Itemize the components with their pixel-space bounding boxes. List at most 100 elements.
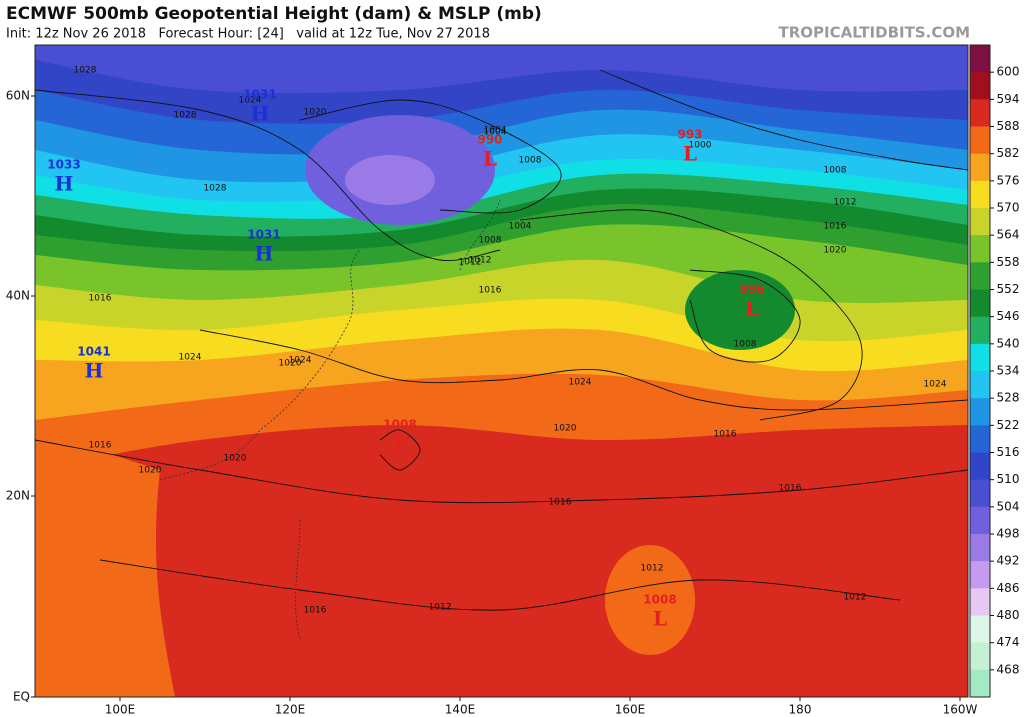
colorbar-swatch — [970, 316, 990, 345]
isobar-label: 1024 — [289, 356, 312, 366]
colorbar-label: 504 — [997, 499, 1020, 513]
center-symbol: H — [85, 359, 104, 383]
center-symbol: H — [255, 242, 274, 266]
watermark: TROPICALTIDBITS.COM — [779, 24, 971, 42]
colorbar-label: 534 — [997, 364, 1020, 378]
isobar — [35, 439, 968, 504]
colorbar-swatch — [970, 452, 990, 481]
center-symbol: L — [483, 147, 497, 171]
colorbar-label: 594 — [997, 92, 1020, 106]
coastline — [159, 199, 501, 641]
center-pressure: 1031 — [247, 228, 280, 242]
isobar-label: 1012 — [844, 593, 867, 603]
colorbar-label: 510 — [997, 472, 1020, 486]
lat-label: 40N — [6, 289, 30, 303]
isobar-label: 1004 — [509, 222, 532, 232]
lat-label: 60N — [6, 89, 30, 103]
isobar — [379, 429, 421, 471]
isobar-label: 1016 — [89, 294, 112, 304]
colorbar-label: 468 — [997, 662, 1020, 676]
isobar-label: 1024 — [239, 96, 262, 106]
isobar-label: 1020 — [279, 359, 302, 369]
map-area: 1028102810281024102010161012100810041000… — [35, 45, 968, 697]
isobar-label: 1012 — [469, 256, 492, 266]
isobar — [689, 269, 801, 363]
colorbar-label: 480 — [997, 608, 1020, 622]
isobar-label: 1012 — [429, 603, 452, 613]
colorbar-swatch — [970, 126, 990, 155]
center-symbol: L — [393, 432, 407, 456]
isobar — [99, 559, 901, 611]
title: ECMWF 500mb Geopotential Height (dam) & … — [6, 4, 542, 24]
center-symbol: L — [653, 607, 667, 631]
isobar-label: 1016 — [824, 222, 847, 232]
center-pressure: 1008 — [383, 418, 416, 432]
isobar — [599, 69, 968, 171]
height-band — [685, 270, 795, 350]
lon-label: 180 — [789, 703, 812, 717]
colorbar-label: 498 — [997, 527, 1020, 541]
colorbar-label: 474 — [997, 635, 1020, 649]
colorbar-swatch — [970, 153, 990, 182]
isobar-label: 1012 — [834, 198, 857, 208]
isobar-label: 1020 — [224, 454, 247, 464]
colorbar-label: 486 — [997, 581, 1020, 595]
isobar-label: 1012 — [641, 564, 664, 574]
center-pressure: 996 — [739, 283, 764, 297]
height-band — [345, 155, 435, 205]
isobar-label: 1020 — [824, 246, 847, 256]
colorbar-label: 540 — [997, 336, 1020, 350]
colorbar-swatch — [970, 208, 990, 236]
isobar-label: 1024 — [179, 353, 202, 363]
colorbar-swatch — [970, 534, 990, 562]
height-band — [35, 45, 968, 94]
isobar-label: 1016 — [479, 286, 502, 296]
isobar-label: 1008 — [824, 166, 847, 176]
isobar — [199, 329, 968, 411]
center-symbol: H — [55, 172, 74, 196]
isobar-label: 1016 — [714, 430, 737, 440]
isobar-label: 1028 — [204, 184, 227, 194]
isobar-label: 1000 — [689, 141, 712, 151]
lon-label: 140E — [445, 703, 476, 717]
isobar — [519, 209, 863, 421]
center-pressure: 1008 — [643, 593, 676, 607]
colorbar-swatch — [970, 180, 990, 209]
isobar-label: 1012 — [459, 258, 482, 268]
center-symbol: H — [251, 102, 270, 126]
colorbar-label: 546 — [997, 309, 1020, 323]
colorbar-swatch — [970, 45, 990, 73]
center-pressure: 1033 — [47, 158, 80, 172]
isobar-label: 1008 — [479, 236, 502, 246]
colorbar-swatch — [970, 262, 990, 290]
isobar-label: 1024 — [569, 378, 592, 388]
colorbar-swatch — [970, 425, 990, 453]
colorbar-swatch — [970, 615, 990, 644]
center-symbol: L — [745, 297, 759, 321]
isobar-label: 1020 — [139, 466, 162, 476]
colorbar-swatch — [970, 289, 990, 318]
isobar-label: 1028 — [74, 66, 97, 76]
colorbar-label: 552 — [997, 282, 1020, 296]
lon-label: 120E — [275, 703, 306, 717]
isobar-label: 1020 — [304, 108, 327, 118]
isobar-label: 1016 — [779, 484, 802, 494]
isobar-label: 1004 — [484, 126, 507, 136]
colorbar-swatch — [970, 588, 990, 616]
lon-label: 160E — [615, 703, 646, 717]
colorbar-swatch — [970, 235, 990, 263]
map-frame — [34, 44, 969, 698]
isobar-label: 1028 — [174, 111, 197, 121]
center-pressure: 993 — [677, 128, 702, 142]
isobar-label: 1008 — [734, 340, 757, 350]
colorbar-swatch — [970, 99, 990, 127]
colorbar-label: 516 — [997, 445, 1020, 459]
isobar-label: 1020 — [554, 424, 577, 434]
colorbar-label: 600 — [997, 65, 1020, 79]
colorbar-swatch — [970, 72, 990, 100]
colorbar-label: 570 — [997, 201, 1020, 215]
colorbar-swatch — [970, 561, 990, 589]
colorbar-label: 522 — [997, 418, 1020, 432]
isobar-label: 1016 — [304, 606, 327, 616]
